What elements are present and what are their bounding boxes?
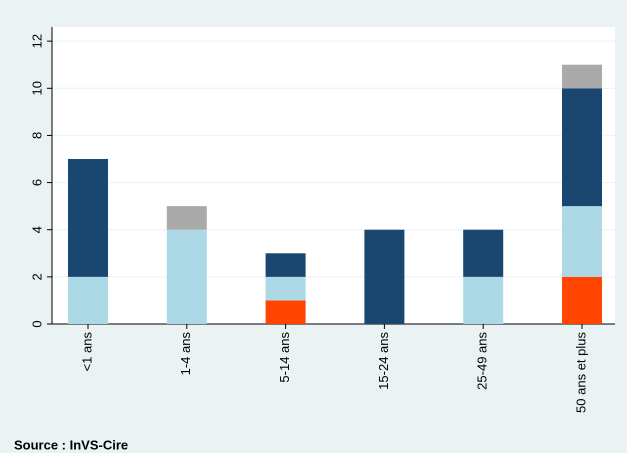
bar-segment — [562, 64, 602, 89]
y-tick-label: 2 — [29, 273, 44, 280]
x-tick-label: 5-14 ans — [277, 332, 292, 383]
y-tick-label: 10 — [29, 81, 44, 95]
bar-segment — [364, 229, 405, 324]
x-tick-label: <1 ans — [79, 332, 94, 372]
bar-segment — [265, 253, 306, 277]
y-tick-label: 6 — [29, 179, 44, 186]
bar-segment — [562, 88, 602, 207]
source-note: Source : InVS-Cire — [14, 437, 128, 452]
y-tick-label: 8 — [29, 132, 44, 139]
plot-area — [52, 27, 615, 324]
bar-segment — [463, 229, 504, 277]
bar-segment — [68, 159, 108, 277]
bar-segment — [562, 206, 602, 277]
bar-segment — [265, 276, 306, 301]
bar-segment — [463, 276, 504, 324]
y-tick-label: 4 — [29, 226, 44, 233]
x-tick-label: 15-24 ans — [376, 332, 391, 390]
y-tick-label: 0 — [29, 320, 44, 327]
bar-segment — [265, 300, 306, 324]
x-tick-label: 50 ans et plus — [573, 332, 588, 413]
bar-segment — [68, 276, 108, 324]
bar-segment — [562, 276, 602, 324]
bar-segment — [166, 206, 207, 230]
bar-segment — [166, 229, 207, 324]
x-tick-label: 25-49 ans — [475, 332, 490, 390]
x-tick-label: 1-4 ans — [178, 332, 193, 376]
y-tick-label: 12 — [29, 34, 44, 48]
